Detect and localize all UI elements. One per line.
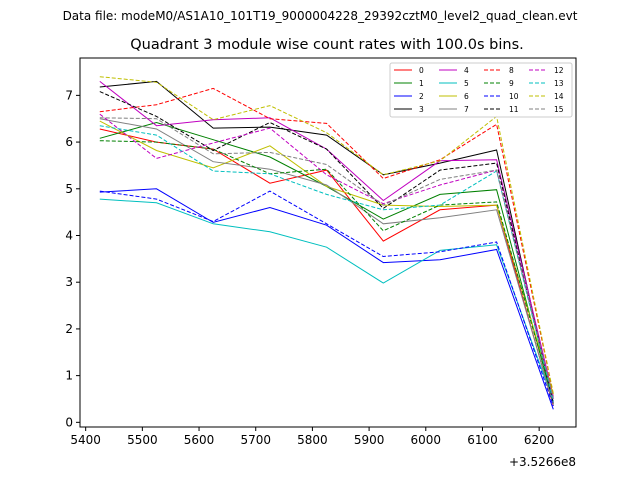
legend-label-9: 9 (509, 79, 514, 88)
chart-suptitle: Data file: modeM0/AS1A10_101T19_90000042… (63, 9, 578, 23)
series-line-6 (99, 120, 554, 395)
legend-label-6: 6 (464, 92, 469, 101)
series-line-8 (99, 87, 554, 395)
y-tick-label: 0 (65, 415, 73, 429)
y-tick-label: 5 (65, 182, 73, 196)
x-tick-label: 5800 (297, 433, 328, 447)
series-line-0 (99, 128, 554, 407)
legend-label-1: 1 (419, 79, 424, 88)
series-line-12 (99, 113, 554, 400)
y-tick-label: 1 (65, 369, 73, 383)
x-tick-label: 6200 (524, 433, 555, 447)
series-line-3 (99, 80, 554, 404)
x-tick-label: 5900 (354, 433, 385, 447)
x-axis: 5400 5500 5600 5700 5800 5900 6000 6100 6200 (70, 427, 554, 447)
legend-label-8: 8 (509, 66, 514, 75)
y-tick-label: 2 (65, 322, 73, 336)
x-tick-label: 5600 (184, 433, 215, 447)
series-line-9 (99, 140, 554, 401)
plot-area-frame (79, 57, 577, 428)
legend-label-7: 7 (464, 105, 469, 114)
x-tick-label: 6100 (467, 433, 498, 447)
series-line-10 (99, 190, 554, 407)
legend-label-10: 10 (509, 92, 519, 101)
x-tick-label: 5400 (70, 433, 101, 447)
y-tick-label: 6 (65, 135, 73, 149)
legend-label-14: 14 (554, 92, 564, 101)
x-tick-label: 6000 (411, 433, 442, 447)
legend-label-4: 4 (464, 66, 469, 75)
chart-title: Quadrant 3 module wise count rates with … (130, 37, 524, 53)
y-tick-label: 4 (65, 228, 73, 242)
legend-label-11: 11 (509, 105, 519, 114)
series-line-1 (99, 121, 554, 404)
y-axis: 0 1 2 3 4 5 6 7 (65, 88, 80, 429)
legend-label-2: 2 (419, 92, 424, 101)
legend-label-15: 15 (554, 105, 564, 114)
series-line-13 (99, 125, 554, 402)
y-tick-label: 3 (65, 275, 73, 289)
legend-label-12: 12 (554, 66, 564, 75)
series-line-7 (99, 118, 554, 405)
x-offset-label: +3.5266e8 (509, 455, 576, 469)
legend-label-13: 13 (554, 79, 564, 88)
series-line-14 (99, 76, 554, 394)
series-line-5 (99, 198, 554, 402)
series-line-11 (99, 91, 554, 403)
legend-label-5: 5 (464, 79, 469, 88)
y-tick-label: 7 (65, 88, 73, 102)
series-line-4 (99, 81, 554, 397)
legend-label-0: 0 (419, 66, 424, 75)
legend-box (389, 62, 573, 118)
x-tick-label: 5500 (127, 433, 158, 447)
legend-label-3: 3 (419, 105, 424, 114)
series-line-2 (99, 188, 554, 410)
series-layer (99, 76, 554, 410)
x-tick-label: 5700 (240, 433, 271, 447)
series-line-15 (99, 117, 554, 399)
